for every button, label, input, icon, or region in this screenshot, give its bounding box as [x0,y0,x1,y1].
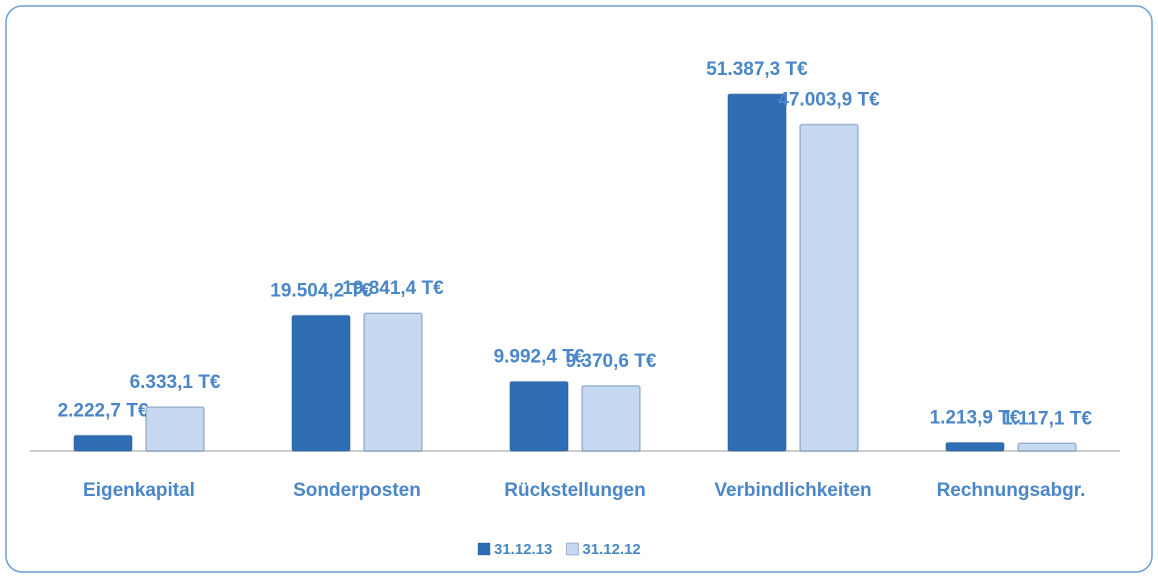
bar [291,314,351,452]
data-label: 47.003,9 T€ [778,90,880,111]
data-label: 19.841,4 T€ [342,278,444,299]
data-label: 9.992,4 T€ [494,347,585,368]
bar [1017,442,1077,452]
bar [363,312,423,452]
x-tick-label: Eigenkapital [83,480,195,501]
x-tick-label: Verbindlichkeiten [714,480,871,501]
data-label: 1.213,9 T€ [930,408,1021,429]
bar [73,434,133,452]
bar [509,380,569,452]
data-label: 2.222,7 T€ [58,401,149,422]
legend-label: 31.12.12 [582,541,640,558]
data-label: 9.370,6 T€ [566,351,657,372]
bar [145,406,205,452]
bar [581,385,641,452]
x-tick-label: Sonderposten [293,480,421,501]
data-label: 6.333,1 T€ [130,372,221,393]
bar [727,93,787,452]
data-label: 51.387,3 T€ [706,59,808,80]
bar [945,441,1005,452]
legend-swatch [477,542,491,556]
legend-swatch [565,542,579,556]
x-tick-label: Rechnungsabgr. [937,480,1086,501]
x-tick-label: Rückstellungen [504,480,645,501]
data-label: 1.117,1 T€ [1002,408,1092,429]
data-label: 19.504,2 T€ [270,281,372,302]
legend-label: 31.12.13 [494,541,552,558]
bar [799,123,859,452]
